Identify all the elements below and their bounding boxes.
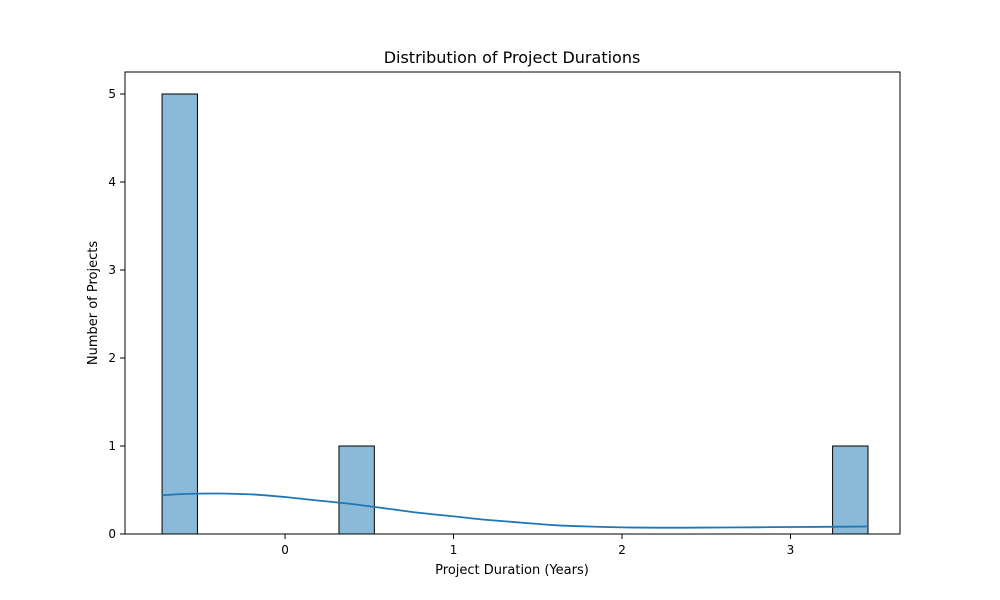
histogram-bar-1 [161,93,198,535]
plot-area-frame [124,71,901,535]
histogram-bar-3 [832,445,869,535]
y-tick-label: 2 [108,351,116,365]
bar-group [161,93,869,535]
y-tick-label: 4 [108,175,116,189]
x-tick-label: 3 [787,543,795,557]
kde-curve [162,492,869,529]
chart-title: Distribution of Project Durations [384,48,641,67]
y-axis-ticks: 0 1 2 3 4 5 [108,87,125,541]
y-tick-label: 1 [108,439,116,453]
x-axis-ticks: 0 1 2 3 [281,534,794,557]
histogram-bar-2 [338,445,375,535]
y-axis-label: Number of Projects [86,241,101,365]
y-tick-label: 0 [108,527,116,541]
y-tick-label: 3 [108,263,116,277]
y-tick-label: 5 [108,87,116,101]
x-tick-label: 2 [618,543,626,557]
x-tick-label: 1 [450,543,458,557]
x-axis-label: Project Duration (Years) [435,563,589,578]
x-tick-label: 0 [281,543,289,557]
